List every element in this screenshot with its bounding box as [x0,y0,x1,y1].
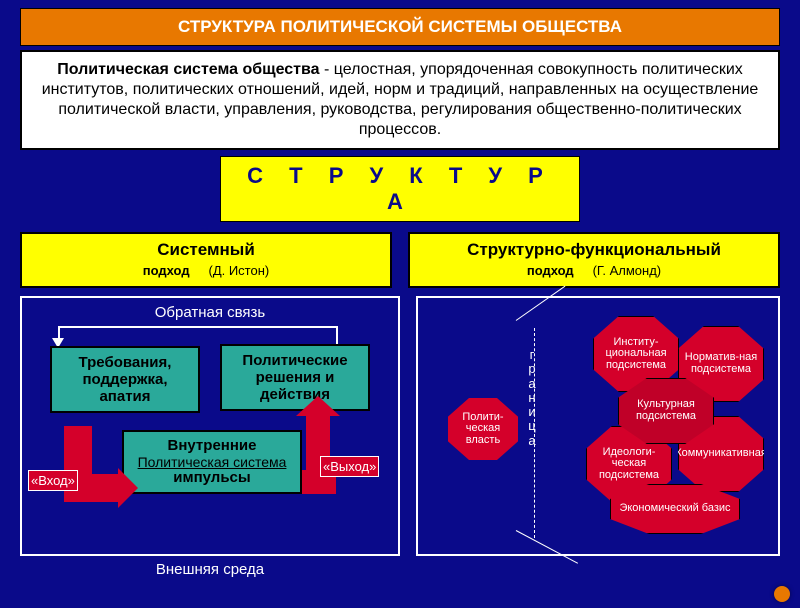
power-node: Полити-ческая власть [448,398,518,460]
political-system-box: Внутренние Политическая система импульсы [122,430,302,494]
structural-panel: граница Полити-ческая власть Институ-цио… [416,296,780,556]
boundary-label: граница [526,348,538,448]
environment-label: Внешняя среда [22,561,398,578]
feedback-label: Обратная связь [30,304,390,321]
approaches-row: Системный подход (Д. Истон) Структурно-ф… [20,232,780,288]
approach-structural-author: (Г. Алмонд) [593,263,662,278]
approach-structural: Структурно-функциональный подход (Г. Алм… [408,232,780,288]
output-label: «Выход» [320,456,379,477]
approach-structural-sub: подход [527,263,574,278]
approach-systemic: Системный подход (Д. Истон) [20,232,392,288]
demands-box: Требования, поддержка, апатия [50,346,200,413]
main-title: СТРУКТУРА ПОЛИТИЧЕСКОЙ СИСТЕМЫ ОБЩЕСТВА [20,8,780,46]
subsystem-cultural: Культурная подсистема [618,378,714,444]
approach-systemic-title: Системный [32,240,380,260]
systemic-panel: Обратная связь Требования, поддержка, ап… [20,296,400,556]
system-inner-bot: импульсы [128,470,296,487]
system-inner-top: Внутренние [128,438,296,455]
approach-systemic-author: (Д. Истон) [208,263,269,278]
diagram-panels: Обратная связь Требования, поддержка, ап… [20,296,780,556]
subsystem-cluster: Институ-циональная подсистема Норматив-н… [538,316,768,536]
approach-structural-title: Структурно-функциональный [420,240,768,260]
input-label: «Вход» [28,470,78,491]
definition-term: Политическая система общества [57,61,319,78]
subsystem-economic: Экономический базис [610,484,740,534]
approach-systemic-sub: подход [143,263,190,278]
decisions-box: Политические решения и действия [220,344,370,411]
system-inner-mid: Политическая система [128,455,296,470]
feedback-line [58,326,338,344]
structure-label: С Т Р У К Т У Р А [220,156,580,222]
definition-box: Политическая система общества - целостна… [20,50,780,150]
